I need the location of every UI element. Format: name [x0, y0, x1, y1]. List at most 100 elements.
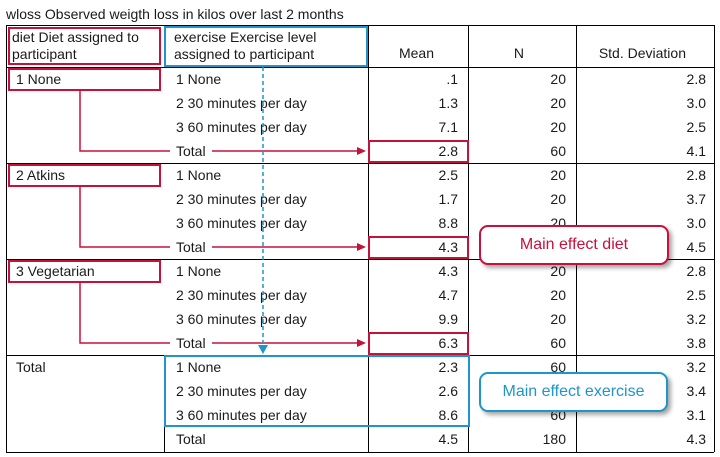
row-header-exercise: 2 30 minutes per day [176, 95, 307, 111]
diet-connector-line [79, 91, 170, 152]
body-column-border [368, 67, 369, 452]
row-header-exercise: 1 None [176, 359, 222, 375]
cell-std-deviation: 3.8 [686, 335, 706, 351]
cell-n: 60 [550, 359, 566, 375]
header-exercise: exercise Exercise level assigned to part… [174, 29, 317, 62]
cell-n: 60 [550, 335, 566, 351]
row-header-exercise: 2 30 minutes per day [176, 287, 307, 303]
row-header-exercise: 3 60 minutes per day [176, 311, 307, 327]
cell-std-deviation: 3.4 [686, 383, 706, 399]
cell-std-deviation: 3.7 [686, 191, 706, 207]
row-header-exercise: 3 60 minutes per day [176, 215, 307, 231]
diet-group-highlight [8, 68, 161, 91]
cell-std-deviation: 3.2 [686, 311, 706, 327]
cell-mean: .1 [446, 71, 458, 87]
cell-mean: 4.5 [438, 431, 458, 447]
arrowhead-icon [357, 147, 366, 155]
row-header-diet: 1 None [16, 71, 62, 87]
cell-n: 20 [550, 311, 566, 327]
row-header-exercise: 1 None [176, 263, 222, 279]
cell-mean: 8.6 [438, 407, 458, 423]
cell-std-deviation: 3.2 [686, 359, 706, 375]
arrowhead-icon [258, 345, 268, 354]
row-header-exercise: 3 60 minutes per day [176, 407, 307, 423]
body-column-border [6, 67, 7, 452]
cell-n: 20 [550, 287, 566, 303]
callout-main-effect-exercise: Main effect exercise [479, 372, 668, 412]
cell-n: 20 [550, 119, 566, 135]
cell-mean: 6.3 [438, 335, 458, 351]
diet-group-highlight [8, 164, 161, 187]
row-header-exercise: 2 30 minutes per day [176, 383, 307, 399]
row-header-exercise: 1 None [176, 167, 222, 183]
cell-mean: 1.3 [438, 95, 458, 111]
row-header-diet: 2 Atkins [16, 167, 66, 183]
cell-std-deviation: 3.1 [686, 407, 706, 423]
group-separator [6, 259, 714, 260]
cell-std-deviation: 4.1 [686, 143, 706, 159]
cell-mean: 2.6 [438, 383, 458, 399]
row-header-exercise: Total [176, 335, 206, 351]
diet-total-mean-highlight [368, 332, 469, 355]
row-header-diet: 3 Vegetarian [16, 263, 95, 279]
cell-std-deviation: 3.0 [686, 215, 706, 231]
header-column-border [468, 25, 469, 67]
cell-n: 20 [550, 167, 566, 183]
arrowhead-icon [357, 243, 366, 251]
cell-mean: 4.7 [438, 287, 458, 303]
cell-n: 20 [550, 71, 566, 87]
row-header-exercise: Total [176, 431, 206, 447]
row-header-exercise: Total [176, 143, 206, 159]
header-column-border [714, 25, 715, 67]
cell-std-deviation: 2.8 [686, 71, 706, 87]
header-column-border [576, 25, 577, 67]
cell-n: 180 [542, 431, 566, 447]
cell-std-deviation: 4.5 [686, 239, 706, 255]
row-header-exercise: 3 60 minutes per day [176, 119, 307, 135]
cell-std-deviation: 2.5 [686, 287, 706, 303]
row-header-exercise: Total [176, 239, 206, 255]
cell-std-deviation: 4.3 [686, 431, 706, 447]
cell-n: 20 [550, 263, 566, 279]
header-n: N [513, 45, 524, 61]
cell-std-deviation: 3.0 [686, 95, 706, 111]
cell-mean: 4.3 [438, 239, 458, 255]
diet-group-highlight [8, 260, 161, 283]
cell-std-deviation: 2.8 [686, 167, 706, 183]
cell-mean: 2.8 [438, 143, 458, 159]
cell-n: 20 [550, 191, 566, 207]
diet-connector-line [79, 187, 170, 248]
diet-header-highlight [8, 27, 161, 65]
cell-mean: 9.9 [438, 311, 458, 327]
header-mean: Mean [398, 45, 434, 61]
cell-mean: 7.1 [438, 119, 458, 135]
cell-std-deviation: 2.8 [686, 263, 706, 279]
row-header-exercise: 2 30 minutes per day [176, 191, 307, 207]
header-top-border [6, 25, 714, 26]
group-separator [6, 163, 714, 164]
diet-connector-line [79, 283, 170, 344]
diet-total-mean-highlight [368, 140, 469, 163]
exercise-total-highlight [164, 355, 470, 427]
header-column-border [6, 25, 7, 67]
header-std-deviation: Std. Deviation [598, 45, 686, 61]
cell-n: 20 [550, 95, 566, 111]
body-column-border [468, 67, 469, 452]
cell-mean: 2.5 [438, 167, 458, 183]
arrowhead-icon [357, 339, 366, 347]
cell-mean: 2.3 [438, 359, 458, 375]
cell-std-deviation: 2.5 [686, 119, 706, 135]
cell-mean: 8.8 [438, 215, 458, 231]
row-header-exercise: 1 None [176, 71, 222, 87]
header-bottom-border [6, 67, 714, 68]
cell-n: 60 [550, 143, 566, 159]
cell-mean: 1.7 [438, 191, 458, 207]
body-column-border [714, 67, 715, 452]
callout-main-effect-diet: Main effect diet [479, 225, 669, 265]
cell-mean: 4.3 [438, 263, 458, 279]
diet-total-mean-highlight [368, 236, 469, 259]
table-title: wloss Observed weigth loss in kilos over… [6, 6, 344, 22]
row-header-diet: Total [16, 359, 46, 375]
